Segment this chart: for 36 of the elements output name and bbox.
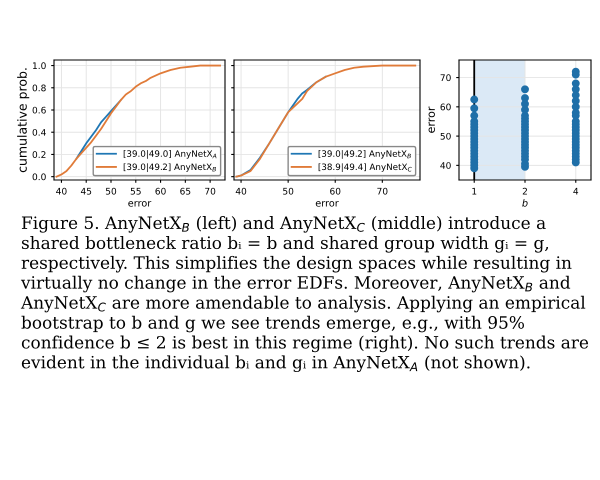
x-tick-label: 40 (236, 188, 246, 195)
x-tick-label: 70 (377, 188, 388, 195)
y-tick-label: 40 (440, 162, 451, 169)
y-axis-title: cumulative prob. (17, 68, 30, 172)
y-tick-label: 0.0 (32, 173, 46, 180)
y-tick-label: 0.2 (32, 151, 46, 158)
x-axis-title: b (522, 199, 528, 207)
y-tick-label: 60 (440, 104, 451, 110)
x-axis-title: error (128, 201, 152, 207)
line-series (75, 99, 122, 160)
line-series (56, 64, 221, 178)
x-tick-label: 60 (330, 188, 340, 195)
x-tick-label: 45 (80, 188, 92, 195)
legend-label: [38.9|49.4] AnyNetX$_{C}$ (318, 163, 412, 172)
x-tick-label: 65 (180, 188, 190, 195)
x-tick-label: 70 (205, 188, 216, 195)
text: Figure 5. AnyNetX$_{B}$ (left) and AnyNetX$_{C}$ (middle) introduce a shared bottleneck ratio bᵢ = b and shared group width gᵢ = g, respectively. This simplifies the design spaces while resulting in virtually no change in the error EDFs. Moreover, AnyNetX$_{B}$ and AnyNetX$_{C}$ are more amendable to analysis. Applying an empirical bootstrap to b and g we see trends emerge, e.g., with 95% confidence b ≤ 2 is best in this regime (right). No such trends are evident in the individual bᵢ and gᵢ in AnyNetX$_{A}$ (not shown). (20, 216, 588, 372)
y-tick-label: 70 (440, 74, 451, 82)
x-tick-label: 4 (573, 188, 578, 194)
y-tick-label: 0.8 (32, 84, 46, 92)
x-tick-label: 2 (522, 188, 527, 194)
x-tick-label: 40 (56, 188, 67, 195)
y-tick-label: 1.0 (32, 62, 46, 70)
y-axis-title: error (428, 106, 435, 133)
x-tick-label: 55 (130, 188, 141, 195)
legend-label: [39.0|49.2] AnyNetX$_{B}$ (124, 163, 216, 172)
x-tick-label: 1 (472, 188, 476, 194)
x-tick-label: 50 (106, 188, 116, 195)
x-tick-label: 50 (283, 188, 294, 195)
legend-label: [39.0|49.2] AnyNetX$_{B}$ (318, 150, 411, 159)
y-tick-label: 50 (440, 132, 451, 140)
y-tick-label: 0.4 (32, 128, 46, 136)
x-axis-title: error (316, 201, 339, 207)
legend-label: [39.0|49.0] AnyNetX$_{A}$ (124, 150, 216, 159)
x-tick-label: 60 (155, 188, 166, 195)
y-tick-label: 0.6 (32, 106, 46, 114)
